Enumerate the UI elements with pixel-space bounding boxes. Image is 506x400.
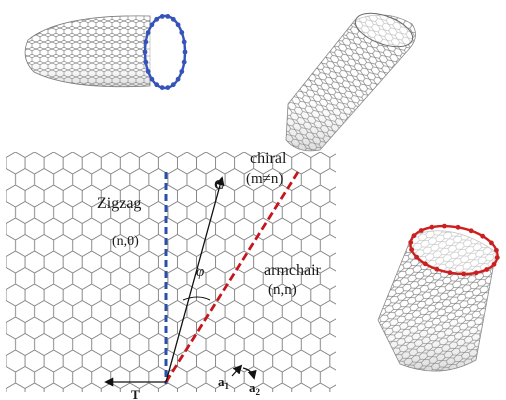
rim-atom (484, 267, 490, 272)
chiral-label: chiral (250, 150, 287, 167)
rim-atom (159, 85, 165, 90)
rim-atom (159, 14, 165, 19)
graphene-hexagonal-lattice (6, 152, 336, 392)
basis-vectors-icon (231, 364, 257, 380)
armchair-nanotube-illustration (377, 223, 500, 372)
rim-atom (170, 82, 176, 88)
zigzag-label: Zigzag (97, 195, 141, 212)
rim-atom (170, 16, 176, 22)
rim-atom (175, 22, 181, 28)
zigzag-index-label: (n,0) (112, 234, 139, 249)
chiral-angle-arc (182, 296, 211, 301)
rim-atom (414, 254, 419, 260)
rim-atom (179, 69, 185, 74)
rim-atom (411, 233, 417, 239)
armchair-direction-line (164, 171, 300, 383)
vector-t-label: T (131, 387, 140, 400)
rim-atom (418, 228, 424, 233)
rim-atom (447, 270, 453, 276)
rim-atom (468, 228, 474, 234)
rim-atom (143, 39, 149, 45)
zigzag-nanotube-illustration (24, 14, 188, 90)
rim-atom (461, 271, 466, 277)
rim-atom (491, 261, 497, 267)
rim-atom (182, 49, 188, 55)
rim-atom (149, 22, 155, 28)
chiral-nanotube-illustration (285, 12, 416, 152)
rim-atom (429, 224, 435, 230)
rim-atom (143, 59, 149, 65)
armchair-index-label: (n,n) (268, 282, 297, 298)
rim-atom (179, 30, 185, 35)
rim-atom (409, 247, 414, 253)
a1-label: a1 (218, 374, 230, 391)
rim-atom (149, 76, 155, 82)
rim-atom (175, 76, 181, 82)
rim-atom (181, 59, 187, 65)
rim-atom (165, 14, 171, 19)
rim-atom (154, 82, 160, 88)
rim-atom (494, 247, 499, 253)
chiral-index-label: (m≠n) (246, 171, 283, 187)
rim-atom (455, 224, 461, 230)
rim-atom (181, 39, 187, 45)
rim-atom (154, 16, 160, 22)
rim-atom (165, 85, 171, 90)
armchair-label: armchair (264, 262, 322, 279)
rim-atom (489, 240, 494, 246)
rim-atom (142, 49, 148, 55)
rim-atom (145, 69, 151, 74)
a2-label: a2 (249, 380, 261, 397)
rim-atom (408, 240, 414, 245)
chiral-vector-c (165, 176, 225, 383)
rim-atom (422, 261, 428, 267)
vector-c-label: C (214, 178, 224, 193)
rim-atom (442, 223, 447, 229)
rim-atom (473, 270, 479, 276)
rim-atom (434, 266, 440, 272)
rim-atom (494, 255, 500, 260)
rim-atom (480, 233, 486, 239)
angle-phi-label: φ (196, 264, 204, 280)
rim-atom (145, 30, 151, 35)
